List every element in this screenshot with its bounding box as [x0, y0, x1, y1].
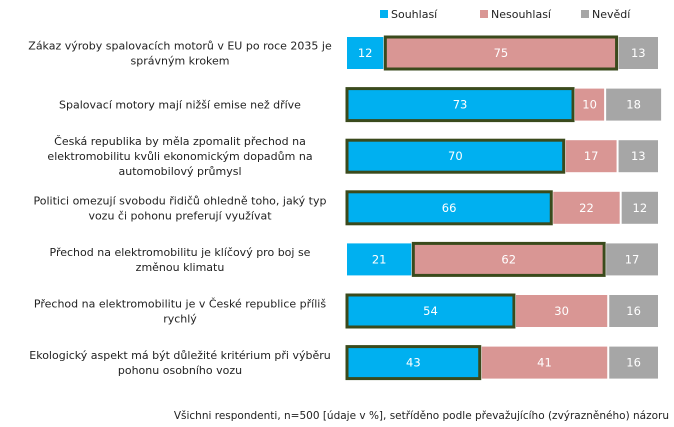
- legend-item: Nesouhlasí: [480, 8, 552, 21]
- category-label-line: pohonu osobního vozu: [118, 364, 242, 377]
- bar-segment: [345, 87, 575, 123]
- legend-item: Souhlasí: [380, 8, 438, 21]
- data-label: 70: [448, 149, 463, 163]
- data-label: 16: [626, 356, 641, 370]
- bar-segment: [345, 138, 566, 174]
- category-label: Zákaz výroby spalovacích motorů v EU po …: [28, 40, 332, 68]
- legend-label: Nesouhlasí: [491, 8, 552, 21]
- category-label-line: automobilový průmysl: [118, 165, 241, 178]
- category-label-line: elektromobilitu kvůli ekonomickým dopadů…: [47, 150, 312, 163]
- bar-segment: [565, 140, 617, 173]
- category-label: Politici omezují svobodu řidičů ohledně …: [34, 194, 327, 222]
- footnote: Všichni respondenti, n=500 [údaje v %], …: [174, 410, 669, 422]
- category-label-line: Přechod na elektromobilitu je v České re…: [34, 298, 326, 311]
- category-label-line: změnou klimatu: [136, 261, 225, 274]
- data-label: 17: [584, 149, 599, 163]
- bar-segment: [345, 190, 553, 226]
- data-label: 30: [554, 304, 569, 318]
- bar-segment: [606, 88, 662, 121]
- bar-segment: [345, 293, 516, 329]
- category-label: Přechod na elektromobilitu je v České re…: [34, 298, 326, 326]
- bar-segment: [618, 37, 658, 69]
- data-label: 66: [442, 201, 457, 215]
- data-label: 12: [358, 46, 373, 60]
- legend-item: Nevědí: [581, 8, 631, 21]
- bar-segment: [383, 35, 619, 71]
- data-label: 41: [537, 356, 552, 370]
- data-label: 12: [633, 201, 648, 215]
- category-label-line: Česká republika by měla zpomalit přechod…: [54, 135, 306, 148]
- category-label-line: Přechod na elektromobilitu je klíčový pr…: [50, 246, 311, 259]
- category-label-line: Ekologický aspekt má být důležité kritér…: [29, 349, 330, 362]
- data-label: 43: [406, 356, 421, 370]
- legend-label: Souhlasí: [391, 8, 438, 21]
- bar-segment: [481, 346, 608, 379]
- data-label: 75: [494, 46, 509, 60]
- bar-segment: [345, 345, 482, 381]
- bar-segment: [575, 88, 605, 121]
- category-label: Spalovací motory mají nižší emise než dř…: [59, 99, 301, 112]
- bar-segment: [609, 346, 658, 379]
- data-label: 10: [582, 98, 597, 112]
- bar-segment: [515, 295, 608, 327]
- data-label: 18: [626, 98, 641, 112]
- category-label: Ekologický aspekt má být důležité kritér…: [29, 349, 330, 377]
- data-label: 13: [631, 149, 646, 163]
- legend-swatch: [480, 10, 488, 18]
- legend-label: Nevědí: [592, 8, 631, 21]
- legend-swatch: [380, 10, 388, 18]
- bar-segment: [621, 191, 658, 224]
- data-label: 62: [501, 252, 516, 266]
- category-label-line: Zákaz výroby spalovacích motorů v EU po …: [28, 40, 332, 53]
- category-label-line: vozu či pohonu preferují využívat: [88, 209, 272, 222]
- bar-segment: [609, 295, 658, 327]
- category-label: Česká republika by měla zpomalit přechod…: [47, 135, 312, 178]
- category-label: Přechod na elektromobilitu je klíčový pr…: [50, 246, 311, 274]
- category-label-line: Spalovací motory mají nižší emise než dř…: [59, 99, 301, 112]
- bar-segment: [606, 243, 658, 276]
- category-label-line: Politici omezují svobodu řidičů ohledně …: [34, 194, 327, 207]
- data-label: 54: [423, 304, 438, 318]
- bar-segment: [347, 37, 384, 69]
- data-label: 13: [631, 46, 646, 60]
- bar-segment: [347, 243, 412, 276]
- data-label: 73: [453, 98, 468, 112]
- data-label: 17: [625, 252, 640, 266]
- bar-segment: [618, 140, 658, 173]
- bar-segment: [411, 241, 606, 277]
- data-label: 16: [626, 304, 641, 318]
- bar-segment: [553, 191, 620, 224]
- data-label: 22: [579, 201, 594, 215]
- category-label-line: rychlý: [163, 313, 197, 326]
- data-label: 21: [372, 252, 387, 266]
- category-label-line: správným krokem: [130, 55, 229, 68]
- legend-swatch: [581, 10, 589, 18]
